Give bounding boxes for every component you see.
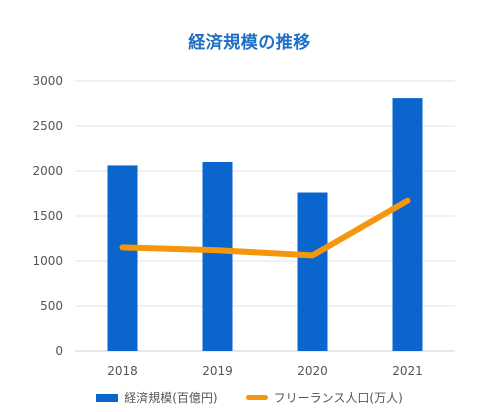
y-tick-label: 500 xyxy=(40,299,63,313)
legend-bar-swatch xyxy=(96,393,119,402)
bar xyxy=(107,165,138,351)
y-tick-label: 3000 xyxy=(32,74,63,88)
y-tick-label: 0 xyxy=(55,344,63,358)
y-tick-label: 2500 xyxy=(32,119,63,133)
legend-item-bar: 経済規模(百億円) xyxy=(96,389,218,406)
x-tick-label: 2019 xyxy=(202,364,233,378)
legend: 経済規模(百億円) フリーランス人口(万人) xyxy=(0,389,499,406)
bar xyxy=(392,98,423,351)
x-tick-label: 2021 xyxy=(392,364,423,378)
legend-bar-label: 経済規模(百億円) xyxy=(124,391,218,405)
legend-line-label: フリーランス人口(万人) xyxy=(273,391,403,405)
bar xyxy=(202,162,233,351)
legend-item-line: フリーランス人口(万人) xyxy=(245,389,403,406)
x-tick-label: 2020 xyxy=(297,364,328,378)
x-tick-label: 2018 xyxy=(107,364,138,378)
y-tick-label: 2000 xyxy=(32,164,63,178)
bar xyxy=(297,192,328,351)
y-tick-label: 1500 xyxy=(32,209,63,223)
chart-title: 経済規模の推移 xyxy=(188,33,311,53)
series-line xyxy=(119,197,411,259)
y-tick-label: 1000 xyxy=(32,254,63,268)
legend-line-swatch xyxy=(245,395,268,400)
